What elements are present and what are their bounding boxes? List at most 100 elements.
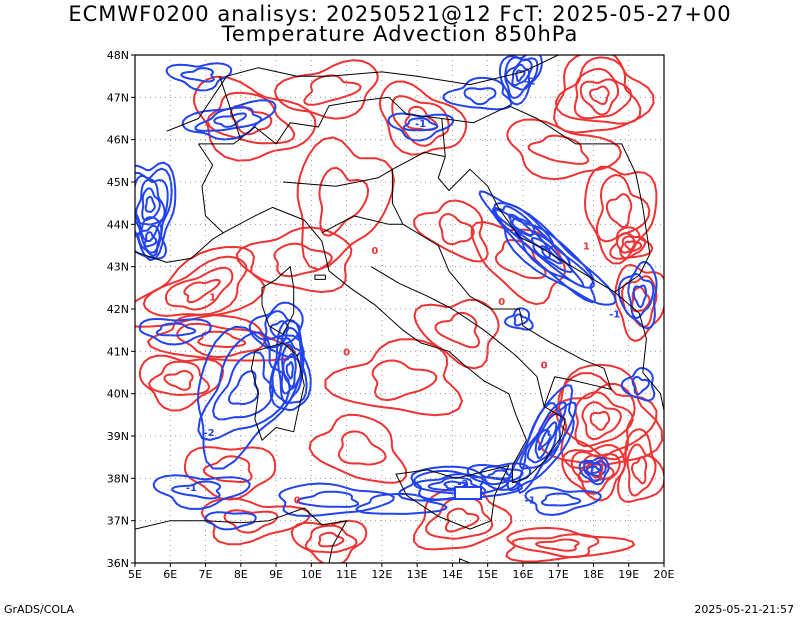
contour-value-label: -1 — [186, 483, 197, 494]
warm-contour — [274, 59, 379, 120]
cold-contour — [531, 237, 574, 273]
island-outline — [261, 266, 295, 335]
warm-contour — [609, 226, 654, 260]
cold-contour — [278, 482, 395, 517]
cold-contour — [135, 216, 167, 260]
cold-contour — [540, 492, 582, 507]
warm-contour — [495, 239, 547, 280]
cold-contour — [296, 490, 360, 508]
warm-contour — [605, 193, 633, 228]
lat-tick-label: 46N — [107, 134, 129, 147]
warm-contour — [413, 199, 489, 263]
warm-contour — [163, 370, 194, 391]
warm-contour — [581, 401, 622, 440]
coastline — [371, 266, 545, 407]
contour-value-label: 0 — [343, 348, 350, 359]
warm-contour — [553, 55, 655, 134]
cold-contour — [463, 87, 497, 106]
warm-contour — [193, 75, 317, 162]
warm-contour — [535, 538, 580, 552]
lat-tick-label: 40N — [107, 388, 129, 401]
warm-contour — [574, 391, 634, 447]
cold-contour — [213, 112, 247, 128]
warm-contour — [142, 255, 248, 317]
gridlines — [135, 55, 664, 563]
warm-contour — [444, 507, 480, 533]
lat-tick-label: 42N — [107, 303, 129, 316]
lat-tick-label: 39N — [107, 430, 129, 443]
cold-contour — [181, 99, 277, 141]
warm-contour — [183, 278, 221, 304]
warm-contour — [230, 104, 273, 136]
coastlines — [135, 55, 664, 563]
lat-tick-label: 44N — [107, 218, 129, 231]
warm-contour — [579, 78, 620, 116]
warm-contour — [223, 509, 279, 534]
contour-labels: 0 1 -2 -1 -2 -1 0 -2 -1 0 1 0 2 -1 0 — [186, 77, 620, 507]
warm-contour — [200, 497, 311, 546]
warm-contour — [561, 444, 626, 502]
warm-contour — [505, 526, 635, 563]
lat-tick-label: 36N — [107, 557, 129, 570]
warm-contour — [338, 430, 387, 466]
warm-contour — [318, 166, 370, 237]
cold-contour — [137, 224, 161, 257]
coastline — [219, 76, 242, 140]
cold-contour — [632, 284, 647, 308]
cold-contour — [504, 58, 533, 91]
contour-value-label: -1 — [415, 119, 426, 130]
map-title: ECMWF0200 analisys: 20250521@12 FcT: 202… — [68, 2, 732, 26]
contour-value-label: 0 — [371, 246, 378, 257]
lon-tick-label: 19E — [618, 568, 639, 581]
warm-contour — [290, 519, 368, 563]
warm-contour — [434, 311, 481, 349]
cold-contour — [511, 63, 530, 87]
warm-contour — [391, 95, 450, 147]
warm-contour — [554, 56, 642, 125]
coastline — [391, 151, 612, 484]
contour-value-label: 2 — [597, 470, 604, 481]
cold-contour — [171, 480, 221, 500]
warm-contour — [589, 85, 610, 105]
contour-value-label: -1 — [609, 309, 620, 320]
cold-contour — [285, 361, 294, 380]
cold-contour — [487, 469, 513, 480]
contour-value-label: 1 — [583, 242, 590, 253]
warm-contour — [308, 413, 408, 484]
warm-contour — [570, 450, 621, 495]
cold-contour — [519, 401, 567, 470]
contour-field — [135, 55, 664, 563]
cold-contour — [138, 317, 212, 346]
contour-value-label: -2 — [204, 428, 215, 439]
contour-value-label: 1 — [209, 293, 216, 304]
cold-contour — [402, 117, 439, 132]
cold-contour — [144, 195, 156, 213]
cold-contour — [442, 76, 513, 111]
cold-contour — [578, 456, 610, 486]
lon-tick-label: 10E — [301, 568, 322, 581]
coastline — [135, 507, 348, 563]
cold-contour — [355, 492, 448, 515]
warm-contour — [165, 266, 234, 311]
cold-contour — [387, 112, 455, 142]
cold-contour — [537, 429, 552, 451]
cold-contour — [498, 55, 543, 106]
cold-contour — [479, 465, 524, 486]
lon-tick-label: 6E — [163, 568, 177, 581]
coastline — [135, 232, 224, 263]
cold-contour — [590, 465, 601, 474]
warm-contour — [624, 240, 636, 251]
warm-contour — [197, 330, 247, 348]
contour-value-label: 0 — [294, 496, 301, 507]
coastline — [437, 156, 664, 411]
coastline — [283, 168, 393, 187]
warm-contour — [615, 232, 647, 260]
cold-contour — [135, 178, 166, 226]
contour-value-label: -2 — [524, 77, 535, 88]
coastline — [166, 55, 559, 132]
warm-contour — [304, 524, 358, 554]
warm-contour — [236, 226, 353, 293]
warm-contour — [184, 446, 277, 501]
island-outline — [459, 558, 471, 563]
cold-contour — [507, 213, 535, 236]
